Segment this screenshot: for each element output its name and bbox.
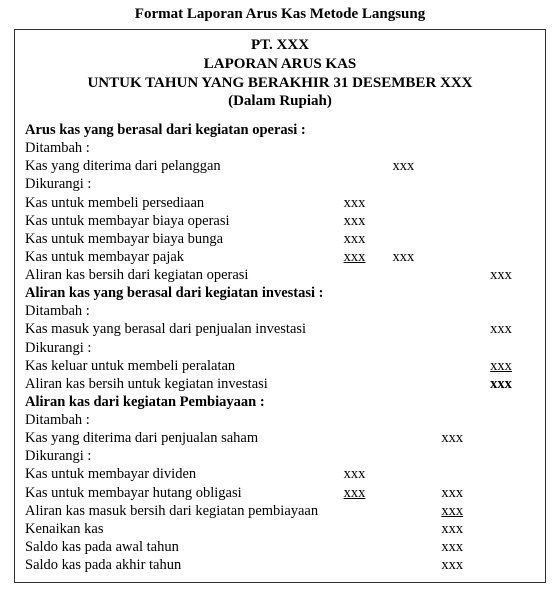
value-cell: xxx	[488, 266, 537, 284]
table-row: Kas yang diterima dari pelanggan xxx	[23, 157, 537, 175]
value-cell: xxx	[391, 157, 440, 175]
label-op-bunga: Kas untuk membayar biaya bunga	[23, 230, 342, 248]
table-row: Arus kas yang berasal dari kegiatan oper…	[23, 121, 537, 139]
table-row: Aliran kas bersih untuk kegiatan investa…	[23, 375, 537, 393]
table-row: Kenaikan kas xxx	[23, 520, 537, 538]
label-dikurangi: Dikurangi :	[23, 175, 342, 193]
label-fin-net: Aliran kas masuk bersih dari kegiatan pe…	[23, 502, 342, 520]
label-inv-in: Kas masuk yang berasal dari penjualan in…	[23, 320, 342, 338]
table-row: Ditambah :	[23, 411, 537, 429]
value-cell: xxx	[342, 230, 391, 248]
label-op-persediaan: Kas untuk membeli persediaan	[23, 194, 342, 212]
table-row: Kas masuk yang berasal dari penjualan in…	[23, 320, 537, 338]
table-row: Dikurangi :	[23, 175, 537, 193]
table-row: Aliran kas dari kegiatan Pembiayaan :	[23, 393, 537, 411]
table-row: Kas keluar untuk membeli peralatan xxx	[23, 357, 537, 375]
value-cell: xxx	[342, 212, 391, 230]
section-investasi: Aliran kas yang berasal dari kegiatan in…	[23, 284, 342, 302]
table-row: Dikurangi :	[23, 447, 537, 465]
table-row: Ditambah :	[23, 302, 537, 320]
value-cell: xxx	[344, 485, 366, 501]
section-pembiayaan: Aliran kas dari kegiatan Pembiayaan :	[23, 393, 342, 411]
table-row: Kas untuk membayar biaya bunga xxx	[23, 230, 537, 248]
value-cell: xxx	[391, 248, 440, 266]
table-row: Kas untuk membayar pajak xxx xxx	[23, 248, 537, 266]
label-fin-dividen: Kas untuk membayar dividen	[23, 465, 342, 483]
value-cell: xxx	[490, 358, 512, 374]
label-fin-obligasi: Kas untuk membayar hutang obligasi	[23, 484, 342, 502]
label-kenaikan: Kenaikan kas	[23, 520, 342, 538]
label-dikurangi: Dikurangi :	[23, 447, 342, 465]
label-op-pajak: Kas untuk membayar pajak	[23, 248, 342, 266]
label-ditambah: Ditambah :	[23, 139, 342, 157]
value-cell: xxx	[342, 194, 391, 212]
company-name: PT. XXX	[23, 36, 537, 55]
value-cell: xxx	[439, 556, 488, 574]
report-box: PT. XXX LAPORAN ARUS KAS UNTUK TAHUN YAN…	[14, 29, 546, 583]
value-cell: xxx	[342, 465, 391, 483]
value-cell: xxx	[441, 503, 463, 519]
table-row: Saldo kas pada awal tahun xxx	[23, 538, 537, 556]
table-row: Saldo kas pada akhir tahun xxx	[23, 556, 537, 574]
table-row: Aliran kas masuk bersih dari kegiatan pe…	[23, 502, 537, 520]
page-title: Format Laporan Arus Kas Metode Langsung	[0, 6, 560, 23]
label-inv-net: Aliran kas bersih untuk kegiatan investa…	[23, 375, 342, 393]
table-row: Kas untuk membayar hutang obligasi xxx x…	[23, 484, 537, 502]
label-ditambah: Ditambah :	[23, 411, 342, 429]
label-inv-out: Kas keluar untuk membeli peralatan	[23, 357, 342, 375]
label-fin-saham: Kas yang diterima dari penjualan saham	[23, 429, 342, 447]
value-cell: xxx	[344, 249, 366, 265]
report-name: LAPORAN ARUS KAS	[23, 55, 537, 74]
table-row: Aliran kas yang berasal dari kegiatan in…	[23, 284, 537, 302]
table-row: Dikurangi :	[23, 339, 537, 357]
table-row: Kas untuk membeli persediaan xxx	[23, 194, 537, 212]
sheet: Format Laporan Arus Kas Metode Langsung …	[0, 0, 560, 583]
value-cell: xxx	[439, 520, 488, 538]
label-ditambah: Ditambah :	[23, 302, 342, 320]
report-header: PT. XXX LAPORAN ARUS KAS UNTUK TAHUN YAN…	[23, 36, 537, 111]
report-currency: (Dalam Rupiah)	[23, 92, 537, 111]
report-period: UNTUK TAHUN YANG BERAKHIR 31 DESEMBER XX…	[23, 74, 537, 93]
section-operasi: Arus kas yang berasal dari kegiatan oper…	[23, 121, 342, 139]
table-row: Kas yang diterima dari penjualan saham x…	[23, 429, 537, 447]
table-row: Aliran kas bersih dari kegiatan operasi …	[23, 266, 537, 284]
value-cell: xxx	[488, 375, 537, 393]
table-row: Kas untuk membayar dividen xxx	[23, 465, 537, 483]
label-op-recv: Kas yang diterima dari pelanggan	[23, 157, 342, 175]
label-saldo-awal: Saldo kas pada awal tahun	[23, 538, 342, 556]
report-table: Arus kas yang berasal dari kegiatan oper…	[23, 121, 537, 574]
table-row: Ditambah :	[23, 139, 537, 157]
value-cell: xxx	[439, 484, 488, 502]
label-saldo-akhir: Saldo kas pada akhir tahun	[23, 556, 342, 574]
value-cell: xxx	[439, 429, 488, 447]
label-op-net: Aliran kas bersih dari kegiatan operasi	[23, 266, 342, 284]
label-op-biaya-operasi: Kas untuk membayar biaya operasi	[23, 212, 342, 230]
value-cell: xxx	[439, 538, 488, 556]
label-dikurangi: Dikurangi :	[23, 339, 342, 357]
value-cell: xxx	[488, 320, 537, 338]
table-row: Kas untuk membayar biaya operasi xxx	[23, 212, 537, 230]
